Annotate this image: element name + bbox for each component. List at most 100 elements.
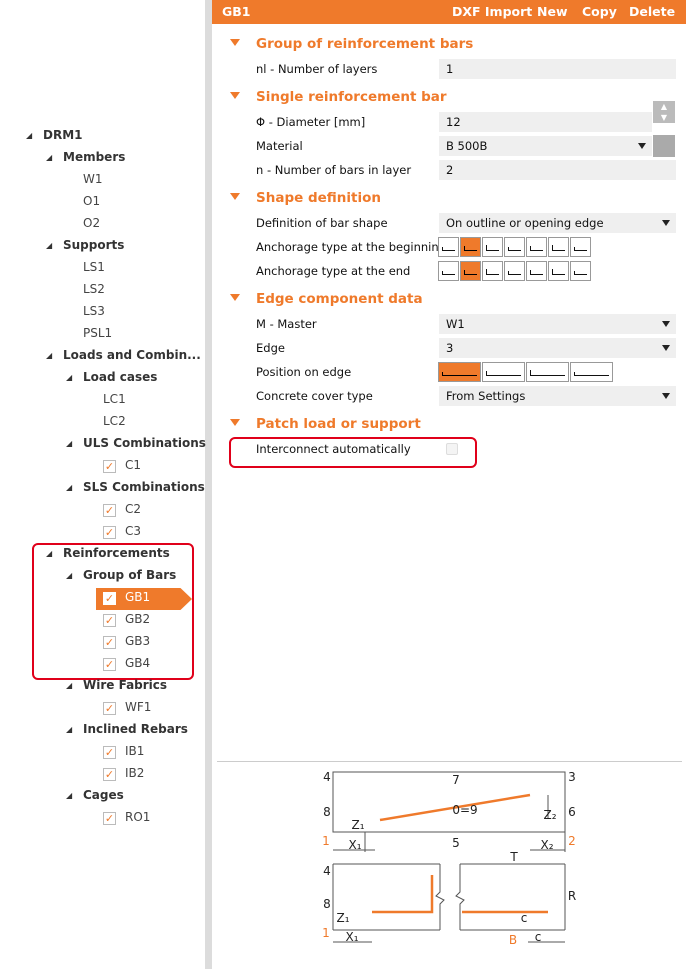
- tree-item[interactable]: Inclined Rebars: [83, 722, 188, 736]
- expand-arrow[interactable]: ◢: [66, 791, 73, 800]
- position-option[interactable]: [526, 362, 569, 382]
- checkbox[interactable]: ✓: [103, 768, 116, 781]
- field-value[interactable]: 1: [439, 59, 676, 79]
- tree-item[interactable]: Cages: [83, 788, 124, 802]
- checkbox[interactable]: ✓: [103, 504, 116, 517]
- tree-item[interactable]: GB1: [125, 590, 151, 604]
- expand-arrow[interactable]: ◢: [46, 549, 53, 558]
- expand-arrow[interactable]: ◢: [46, 351, 53, 360]
- checkbox[interactable]: ✓: [103, 592, 116, 605]
- field-value[interactable]: W1: [439, 314, 676, 334]
- tree-item[interactable]: O2: [83, 216, 101, 230]
- tree-item[interactable]: PSL1: [83, 326, 113, 340]
- checkbox[interactable]: [446, 443, 458, 455]
- anchorage-option[interactable]: [482, 237, 503, 257]
- tree-item[interactable]: LS1: [83, 260, 105, 274]
- header-action[interactable]: DXF Import: [452, 4, 533, 19]
- checkbox[interactable]: ✓: [103, 702, 116, 715]
- checkbox[interactable]: ✓: [103, 460, 116, 473]
- anchorage-option[interactable]: [570, 261, 591, 281]
- tree-item[interactable]: RO1: [125, 810, 151, 824]
- expand-arrow[interactable]: ◢: [26, 131, 33, 140]
- tree-item[interactable]: WF1: [125, 700, 152, 714]
- expand-arrow[interactable]: ◢: [66, 483, 73, 492]
- tree-item[interactable]: C3: [125, 524, 142, 538]
- tree-item[interactable]: Group of Bars: [83, 568, 177, 582]
- tree-item[interactable]: IB1: [125, 744, 145, 758]
- collapse-arrow[interactable]: [230, 419, 240, 426]
- tree-item[interactable]: ULS Combinations: [83, 436, 206, 450]
- anchorage-option[interactable]: [526, 261, 547, 281]
- dropdown-arrow[interactable]: [662, 321, 670, 327]
- tree-item[interactable]: GB2: [125, 612, 151, 626]
- expand-arrow[interactable]: ◢: [66, 725, 73, 734]
- tree-item[interactable]: LS3: [83, 304, 105, 318]
- tree-item[interactable]: GB4: [125, 656, 151, 670]
- diagram-label: 4: [323, 770, 331, 784]
- position-option[interactable]: [570, 362, 613, 382]
- tree-item[interactable]: Load cases: [83, 370, 158, 384]
- tree-item[interactable]: Members: [63, 150, 126, 164]
- expand-arrow[interactable]: ◢: [66, 571, 73, 580]
- field-label: Concrete cover type: [256, 389, 373, 403]
- tree-item[interactable]: Supports: [63, 238, 125, 252]
- tree-item[interactable]: LC2: [103, 414, 126, 428]
- anchorage-option[interactable]: [548, 261, 569, 281]
- collapse-arrow[interactable]: [230, 193, 240, 200]
- collapse-arrow[interactable]: [230, 39, 240, 46]
- tree-item[interactable]: C1: [125, 458, 142, 472]
- checkbox[interactable]: ✓: [103, 812, 116, 825]
- collapse-arrow[interactable]: [230, 92, 240, 99]
- expand-arrow[interactable]: ◢: [46, 153, 53, 162]
- field-value[interactable]: From Settings: [439, 386, 676, 406]
- field-value[interactable]: B 500B: [439, 136, 652, 156]
- tree-item[interactable]: Loads and Combin...: [63, 348, 201, 362]
- spinner[interactable]: ▲ ▼: [653, 101, 675, 123]
- checkbox[interactable]: ✓: [103, 746, 116, 759]
- tree-item[interactable]: Reinforcements: [63, 546, 170, 560]
- tree-item[interactable]: DRM1: [43, 128, 83, 142]
- anchorage-option[interactable]: [482, 261, 503, 281]
- dropdown-arrow[interactable]: [662, 220, 670, 226]
- anchorage-option[interactable]: [504, 261, 525, 281]
- field-value[interactable]: 12: [439, 112, 652, 132]
- tree-item[interactable]: Wire Fabrics: [83, 678, 168, 692]
- tree-item[interactable]: W1: [83, 172, 103, 186]
- anchorage-option[interactable]: [570, 237, 591, 257]
- anchorage-option[interactable]: [438, 237, 459, 257]
- dropdown-arrow[interactable]: [662, 393, 670, 399]
- collapse-arrow[interactable]: [230, 294, 240, 301]
- checkbox[interactable]: ✓: [103, 636, 116, 649]
- position-option[interactable]: [482, 362, 525, 382]
- anchorage-option[interactable]: [504, 237, 525, 257]
- checkbox[interactable]: ✓: [103, 614, 116, 627]
- anchorage-option[interactable]: [438, 261, 459, 281]
- tree-item[interactable]: SLS Combinations: [83, 480, 205, 494]
- anchorage-option[interactable]: [460, 237, 481, 257]
- expand-arrow[interactable]: ◢: [66, 439, 73, 448]
- tree-item[interactable]: LS2: [83, 282, 105, 296]
- expand-arrow[interactable]: ◢: [66, 373, 73, 382]
- header-action[interactable]: Delete: [629, 4, 676, 19]
- checkbox[interactable]: ✓: [103, 526, 116, 539]
- tree-item[interactable]: IB2: [125, 766, 145, 780]
- anchorage-option[interactable]: [526, 237, 547, 257]
- header-action[interactable]: Copy: [582, 4, 617, 19]
- field-value[interactable]: 2: [439, 160, 676, 180]
- tree-item[interactable]: C2: [125, 502, 142, 516]
- expand-arrow[interactable]: ◢: [66, 681, 73, 690]
- material-button[interactable]: [653, 135, 675, 157]
- dropdown-arrow[interactable]: [638, 143, 646, 149]
- dropdown-arrow[interactable]: [662, 345, 670, 351]
- tree-item[interactable]: O1: [83, 194, 101, 208]
- anchorage-option[interactable]: [548, 237, 569, 257]
- checkbox[interactable]: ✓: [103, 658, 116, 671]
- header-action[interactable]: New: [537, 4, 568, 19]
- position-option[interactable]: [438, 362, 481, 382]
- field-value[interactable]: On outline or opening edge: [439, 213, 676, 233]
- tree-item[interactable]: GB3: [125, 634, 151, 648]
- anchorage-option[interactable]: [460, 261, 481, 281]
- tree-item[interactable]: LC1: [103, 392, 126, 406]
- field-value[interactable]: 3: [439, 338, 676, 358]
- expand-arrow[interactable]: ◢: [46, 241, 53, 250]
